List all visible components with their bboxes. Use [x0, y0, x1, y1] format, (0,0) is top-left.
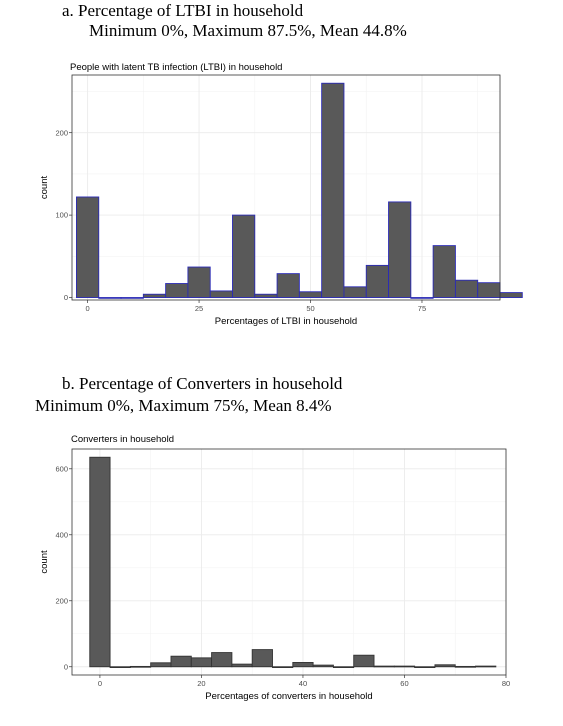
caption-b-stats: Minimum 0%, Maximum 75%, Mean 8.4% — [35, 396, 332, 415]
histogram-bar — [292, 662, 314, 668]
histogram-bar — [312, 664, 334, 668]
x-tick-label: 60 — [400, 679, 408, 688]
x-axis-title: Percentages of LTBI in household — [215, 316, 357, 327]
histogram-bar — [321, 82, 345, 298]
histogram-bar — [499, 292, 523, 298]
histogram-bar — [373, 665, 395, 668]
chart-b-title: Converters in household — [71, 434, 174, 445]
histogram-bar — [165, 283, 189, 298]
panel-border — [71, 74, 501, 301]
histogram-bar — [365, 264, 389, 298]
y-axis-title: count — [39, 176, 50, 200]
y-tick-label: 100 — [55, 211, 68, 220]
x-tick-label: 40 — [299, 679, 307, 688]
histogram-bar — [276, 273, 300, 298]
histogram-bar — [353, 654, 375, 668]
x-tick-label: 20 — [197, 679, 205, 688]
y-tick-label: 0 — [64, 293, 68, 302]
chart-a: 0 100 200 0 25 50 75 Percentages of LTBI in hou… — [39, 74, 523, 327]
histogram-bar — [142, 293, 167, 298]
histogram-bar — [254, 293, 278, 298]
histogram-bar — [454, 665, 476, 668]
histogram-bar — [129, 665, 152, 668]
plot-panel — [72, 449, 506, 675]
histogram-bar — [98, 297, 122, 299]
panel-border — [71, 448, 507, 676]
histogram-bar — [332, 666, 355, 669]
histogram-bar — [298, 291, 323, 298]
histogram-bar — [187, 266, 211, 298]
y-tick-label: 200 — [55, 128, 68, 137]
histogram-bar — [272, 666, 294, 669]
chart-a-title: People with latent TB infection (LTBI) i… — [70, 62, 283, 73]
histogram-bar — [343, 286, 367, 298]
histogram-bar — [89, 456, 111, 668]
histogram-bar — [388, 201, 412, 298]
y-tick-label: 400 — [55, 530, 68, 539]
histogram-bar — [393, 665, 416, 668]
x-tick-label: 0 — [86, 304, 90, 313]
histogram-bar — [410, 297, 434, 299]
histogram-bar — [232, 214, 256, 298]
histogram-bar — [150, 662, 172, 668]
x-tick-label: 25 — [195, 304, 203, 313]
histogram-bar — [211, 652, 233, 668]
x-tick-label: 80 — [502, 679, 510, 688]
histogram-bar — [190, 657, 213, 668]
caption-a-stats: Minimum 0%, Maximum 87.5%, Mean 44.8% — [89, 21, 407, 40]
y-tick-label: 600 — [55, 464, 68, 473]
histogram-bar — [109, 666, 131, 669]
histogram-bar — [432, 245, 456, 298]
chart-b: 0 200 400 600 0 20 40 60 80 Percentages of conver… — [39, 448, 510, 702]
histogram-bar — [120, 297, 144, 299]
histogram-bar — [475, 665, 497, 668]
histogram-bar — [454, 279, 479, 298]
x-tick-label: 0 — [98, 679, 102, 688]
x-tick-label: 75 — [418, 304, 426, 313]
histogram-bar — [414, 666, 436, 669]
y-axis-title: count — [39, 550, 50, 574]
histogram-bar — [477, 282, 501, 298]
x-tick-label: 50 — [306, 304, 314, 313]
caption-a-title: a. Percentage of LTBI in household — [62, 1, 304, 20]
histogram-bar — [170, 655, 192, 668]
caption-b-title: b. Percentage of Converters in household — [62, 374, 343, 393]
histogram-bar — [251, 649, 273, 668]
histogram-bar — [76, 196, 100, 298]
x-axis-title: Percentages of converters in household — [205, 691, 372, 702]
histogram-bar — [231, 663, 253, 668]
histogram-bar — [209, 290, 233, 298]
y-tick-label: 0 — [64, 662, 68, 671]
histogram-bar — [434, 664, 456, 668]
y-tick-label: 200 — [55, 596, 68, 605]
